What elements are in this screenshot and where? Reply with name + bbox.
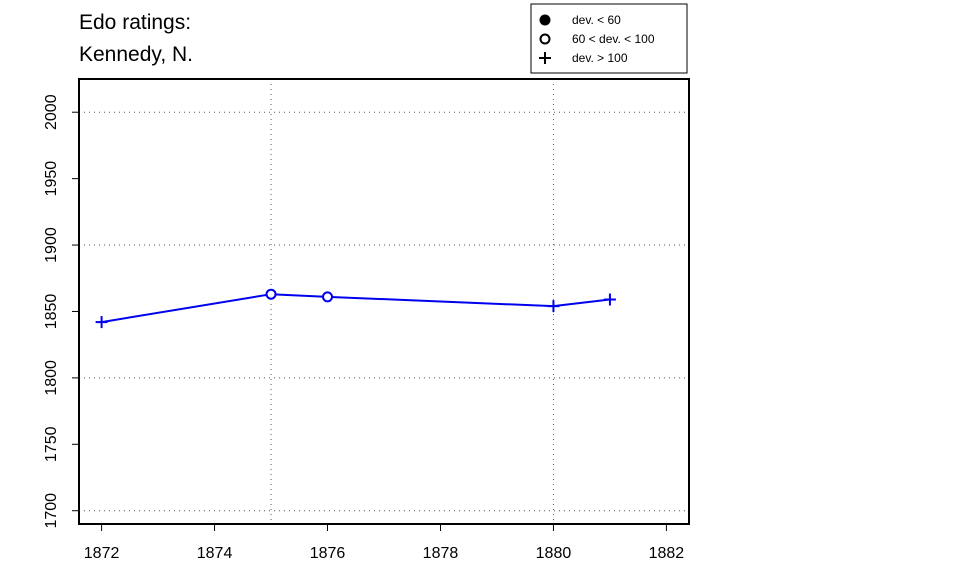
y-tick-label: 1850 (43, 294, 60, 330)
y-tick-label: 1750 (43, 426, 60, 462)
legend-label: dev. < 60 (572, 13, 621, 27)
data-point-1881 (603, 293, 616, 306)
chart-title-line-2: Kennedy, N. (79, 43, 193, 66)
y-tick-label: 1950 (43, 161, 60, 197)
chart-title: Edo ratings: Kennedy, N. (79, 11, 193, 66)
legend-label: dev. > 100 (572, 51, 628, 65)
x-axis: 1872 1874 1876 1878 1880 1882 (84, 524, 685, 562)
legend-marker-filled-circle (539, 14, 551, 26)
y-axis: 1700 1750 1800 1850 1900 1950 2000 (43, 94, 79, 529)
series-layer (95, 288, 616, 329)
legend-label: 60 < dev. < 100 (572, 32, 655, 46)
y-tick-label: 2000 (43, 94, 60, 130)
y-tick-label: 1900 (43, 227, 60, 263)
x-tick-label: 1878 (423, 545, 459, 562)
data-point-1876 (322, 291, 334, 303)
x-tick-label: 1876 (310, 545, 346, 562)
legend: dev. < 60 60 < dev. < 100 dev. > 100 (530, 3, 688, 74)
y-tick-label: 1700 (43, 493, 60, 529)
plot-frame (78, 78, 690, 525)
legend-marker-plus (539, 52, 551, 64)
series-line (101, 293, 611, 324)
data-point-1880 (547, 300, 560, 313)
x-tick-label: 1882 (649, 545, 685, 562)
x-tick-label: 1880 (536, 545, 572, 562)
legend-box (530, 3, 688, 74)
x-tick-label: 1874 (197, 545, 233, 562)
data-point-1872 (95, 316, 108, 329)
data-point-1875 (265, 288, 277, 300)
legend-marker-open-circle (539, 33, 551, 45)
grid-lines (79, 79, 689, 524)
chart-title-line-1: Edo ratings: (79, 11, 191, 34)
x-tick-label: 1872 (84, 545, 120, 562)
y-tick-label: 1800 (43, 360, 60, 396)
